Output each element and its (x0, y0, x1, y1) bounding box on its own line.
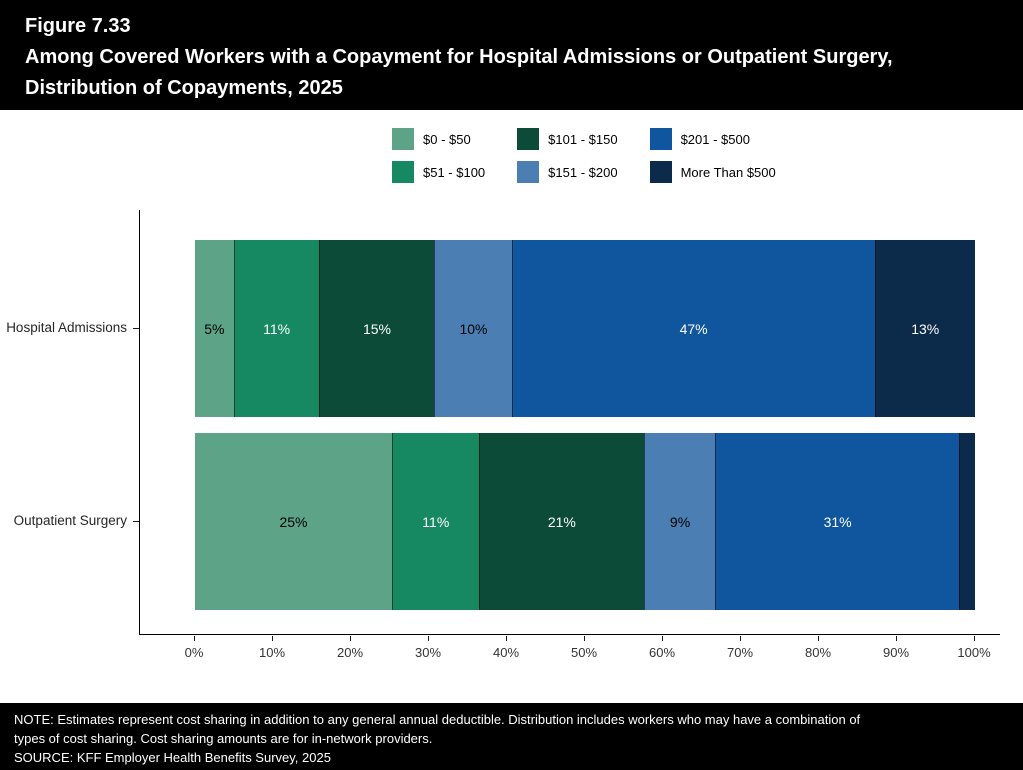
legend-swatch (649, 128, 672, 150)
bar-segment-label: 11% (263, 320, 291, 337)
bar-segment: 15% (318, 240, 435, 417)
x-axis-tick (584, 636, 585, 641)
chart-legend: $0 - $50 $51 - $100 $101 - $150 $151 - $200… (392, 128, 776, 183)
bar-row: 5% 11% 15% 10% 47% 13% (195, 240, 975, 417)
bar-segment: 5% (195, 240, 234, 417)
legend-item: $101 - $150 (517, 128, 618, 150)
legend-item: More Than $500 (649, 161, 776, 183)
bar-segment-label: 9% (669, 513, 691, 530)
figure-title-line-1: Among Covered Workers with a Copayment f… (25, 46, 893, 68)
legend-label: $51 - $100 (423, 164, 486, 180)
x-axis-tick (194, 636, 195, 641)
legend-swatch (392, 128, 414, 150)
category-label: Outpatient Surgery (13, 513, 127, 528)
x-axis-tick-label: 30% (414, 645, 442, 660)
legend-label: $201 - $500 (680, 131, 750, 147)
x-axis-tick-label: 70% (726, 645, 754, 660)
source-line: SOURCE: KFF Employer Health Benefits Sur… (14, 750, 331, 765)
note-line-1: NOTE: Estimates represent cost sharing i… (14, 712, 861, 727)
x-axis-tick (506, 636, 507, 641)
bar-segment-label: 47% (679, 320, 708, 337)
plot-panel: 5% 11% 15% 10% 47% 13% 25% 11% 21% 9% 31% (139, 210, 1000, 635)
bar-segment-label: 10% (459, 320, 488, 337)
figure-header: Figure 7.33 Among Covered Workers with a… (0, 0, 1023, 110)
x-axis-tick (740, 636, 741, 641)
note-line-2: types of cost sharing. Cost sharing amou… (14, 731, 433, 746)
x-axis-tick-label: 60% (648, 645, 676, 660)
bar-segment: 21% (478, 433, 645, 610)
legend-swatch (517, 161, 540, 183)
x-axis-tick-label: 20% (336, 645, 364, 660)
x-axis-tick (896, 636, 897, 641)
bar-segment: 25% (195, 433, 392, 610)
x-axis-tick (818, 636, 819, 641)
category-label: Hospital Admissions (6, 320, 127, 335)
x-axis-tick-label: 40% (492, 645, 520, 660)
bar-segment-label: 25% (279, 513, 308, 530)
figure-number: Figure 7.33 (25, 15, 131, 37)
bar-segment (959, 433, 975, 610)
bar-segment: 31% (714, 433, 960, 610)
bar-segment: 9% (644, 433, 715, 610)
x-axis-tick (974, 636, 975, 641)
x-axis-tick-label: 0% (184, 645, 204, 660)
x-axis-tick-label: 100% (957, 645, 991, 660)
x-axis-tick-label: 80% (804, 645, 832, 660)
figure-title-line-2: Distribution of Copayments, 2025 (25, 77, 343, 99)
x-axis-tick (350, 636, 351, 641)
bar-segment: 47% (511, 240, 875, 417)
x-axis: 0% 10% 20% 30% 40% 50% 60% 70% 80% 90% 100% (185, 636, 991, 666)
legend-swatch (649, 161, 672, 183)
y-axis-tick (133, 328, 139, 329)
legend-item: $51 - $100 (392, 161, 485, 183)
legend-label: $0 - $50 (423, 131, 471, 147)
bar-track: 25% 11% 21% 9% 31% (195, 433, 975, 610)
legend-item: $151 - $200 (517, 161, 618, 183)
x-axis-tick (272, 636, 273, 641)
x-axis-tick-label: 10% (258, 645, 286, 660)
x-axis-tick-label: 90% (882, 645, 910, 660)
bar-segment: 10% (434, 240, 512, 417)
bar-segment-label: 15% (362, 320, 391, 337)
legend-label: $151 - $200 (548, 164, 618, 180)
bar-segment-label: 31% (823, 513, 852, 530)
x-axis-tick-label: 50% (570, 645, 598, 660)
bar-segment-label: 5% (204, 320, 225, 337)
figure-footer: NOTE: Estimates represent cost sharing i… (0, 703, 1023, 770)
legend-item: $201 - $500 (649, 128, 776, 150)
legend-label: More Than $500 (680, 164, 776, 180)
bar-segment-label: 21% (547, 513, 576, 530)
legend-swatch (392, 161, 414, 183)
bar-segment-label: 13% (911, 320, 940, 337)
bar-track: 5% 11% 15% 10% 47% 13% (195, 240, 975, 417)
legend-item: $0 - $50 (392, 128, 485, 150)
y-axis-tick (133, 521, 139, 522)
x-axis-tick (662, 636, 663, 641)
legend-swatch (517, 128, 540, 150)
x-axis-tick (428, 636, 429, 641)
bar-segment-label: 11% (422, 513, 450, 530)
bar-segment: 11% (391, 433, 479, 610)
bar-segment: 13% (874, 240, 975, 417)
legend-label: $101 - $150 (548, 131, 618, 147)
bar-segment: 11% (233, 240, 319, 417)
bar-row: 25% 11% 21% 9% 31% (195, 433, 975, 610)
